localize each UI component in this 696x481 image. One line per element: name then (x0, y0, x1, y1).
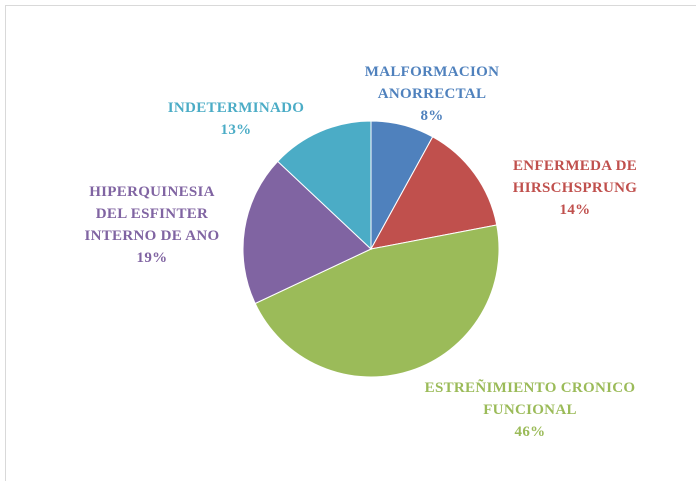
slice-label: ESTREÑIMIENTO CRONICO FUNCIONAL 46% (425, 377, 636, 443)
category-name: MALFORMACION ANORRECTAL (364, 64, 500, 102)
category-name: INDETERMINADO (167, 100, 305, 116)
percent-label: 19% (136, 250, 168, 266)
chart-frame (5, 5, 696, 481)
pie-slice (276, 120, 372, 251)
category-name: HIPERQUINESIA DEL ESFINTER INTERNO DE AN… (84, 184, 220, 244)
percent-label: 8% (420, 108, 444, 124)
percent-label: 14% (559, 202, 591, 218)
pie-slice (242, 160, 372, 305)
pie-slice (370, 136, 498, 250)
category-name: ENFERMEDA DE HIRSCHSPRUNG (512, 158, 638, 196)
slice-label: HIPERQUINESIA DEL ESFINTER INTERNO DE AN… (84, 181, 219, 269)
slice-label: ENFERMEDA DE HIRSCHSPRUNG 14% (513, 155, 637, 221)
category-name: ESTREÑIMIENTO CRONICO FUNCIONAL (424, 380, 636, 418)
percent-label: 13% (220, 122, 252, 138)
pie-slice (254, 224, 500, 378)
slice-label: MALFORMACION ANORRECTAL 8% (365, 61, 499, 127)
percent-label: 46% (514, 424, 546, 440)
slice-label: INDETERMINADO 13% (168, 97, 304, 141)
